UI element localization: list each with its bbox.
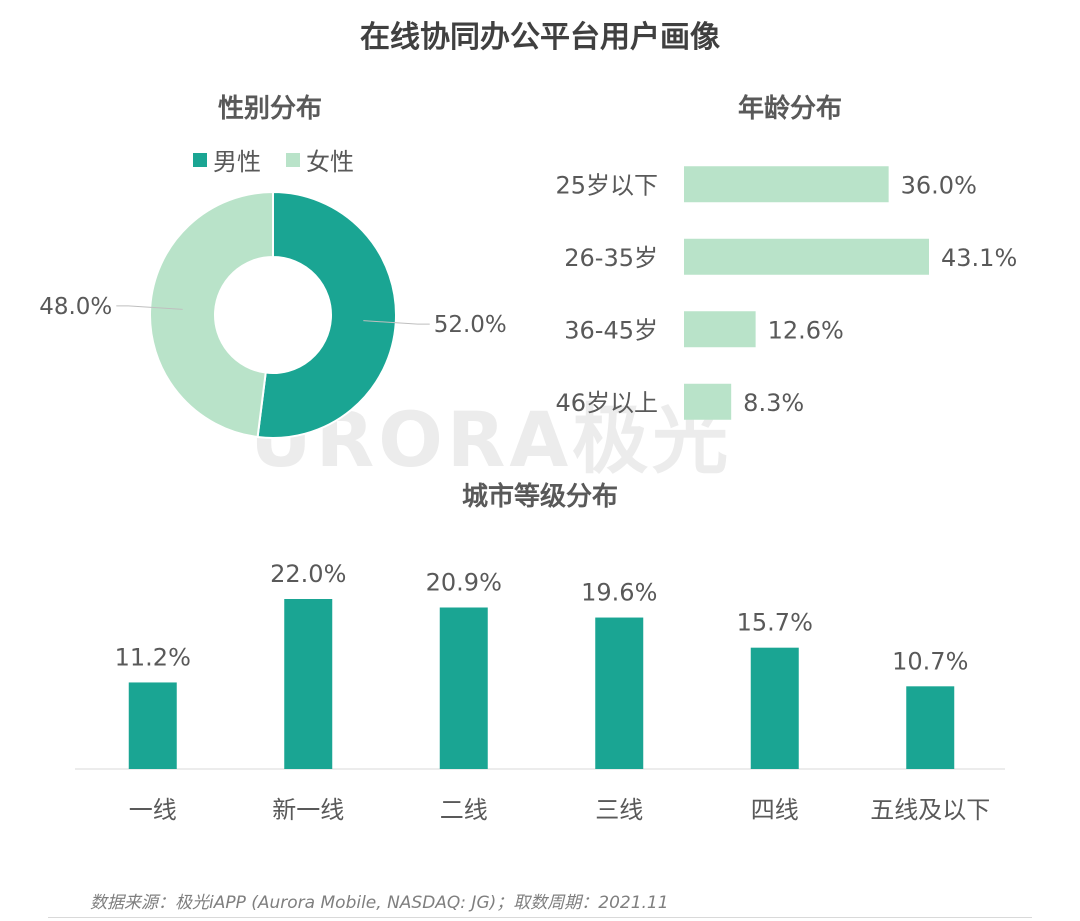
age-bar bbox=[684, 311, 756, 348]
city-bar bbox=[750, 647, 799, 769]
donut-slice-male bbox=[256, 190, 397, 439]
age-category-label: 36-45岁 bbox=[564, 316, 658, 344]
page-title: 在线协同办公平台用户画像 bbox=[360, 20, 720, 55]
city-category-label: 三线 bbox=[595, 796, 643, 824]
city-bar bbox=[439, 607, 488, 769]
age-value-label: 36.0% bbox=[901, 171, 977, 199]
donut-slice-female bbox=[149, 190, 274, 439]
legend-swatch-male bbox=[193, 153, 207, 167]
city-chart-title: 城市等级分布 bbox=[461, 482, 618, 512]
age-bar bbox=[684, 238, 929, 275]
city-value-label: 20.9% bbox=[426, 569, 502, 597]
donut-value-label: 52.0% bbox=[434, 312, 507, 338]
donut-leader-line bbox=[116, 305, 183, 310]
legend-label-male: 男性 bbox=[213, 148, 261, 176]
age-value-label: 12.6% bbox=[768, 316, 844, 344]
age-bar bbox=[684, 383, 732, 420]
city-category-label: 新一线 bbox=[272, 796, 344, 824]
bottom-divider bbox=[48, 917, 1032, 918]
age-category-label: 26-35岁 bbox=[564, 244, 658, 272]
city-value-label: 15.7% bbox=[737, 609, 813, 637]
donut-leader-line bbox=[363, 320, 430, 325]
city-bar bbox=[906, 686, 955, 769]
age-chart-title: 年龄分布 bbox=[737, 94, 842, 124]
age-category-label: 46岁以上 bbox=[555, 389, 658, 417]
age-bar bbox=[684, 166, 889, 203]
source-note: 数据来源：极光iAPP (Aurora Mobile, NASDAQ: JG)；… bbox=[90, 893, 669, 913]
donut-value-label: 48.0% bbox=[39, 294, 112, 320]
age-value-label: 43.1% bbox=[941, 244, 1017, 272]
city-bar bbox=[128, 682, 177, 769]
city-bar bbox=[595, 617, 644, 769]
legend-label-female: 女性 bbox=[306, 148, 354, 176]
city-category-label: 四线 bbox=[751, 796, 799, 824]
city-value-label: 10.7% bbox=[892, 647, 968, 675]
city-bar bbox=[284, 599, 333, 769]
city-value-label: 19.6% bbox=[581, 579, 657, 607]
city-value-label: 11.2% bbox=[115, 643, 191, 671]
legend-swatch-female bbox=[286, 153, 300, 167]
city-category-label: 五线及以下 bbox=[870, 796, 990, 824]
age-category-label: 25岁以下 bbox=[555, 171, 658, 199]
gender-chart-title: 性别分布 bbox=[217, 94, 322, 124]
city-category-label: 二线 bbox=[440, 796, 488, 824]
city-value-label: 22.0% bbox=[270, 560, 346, 588]
city-category-label: 一线 bbox=[129, 796, 177, 824]
age-value-label: 8.3% bbox=[743, 389, 804, 417]
